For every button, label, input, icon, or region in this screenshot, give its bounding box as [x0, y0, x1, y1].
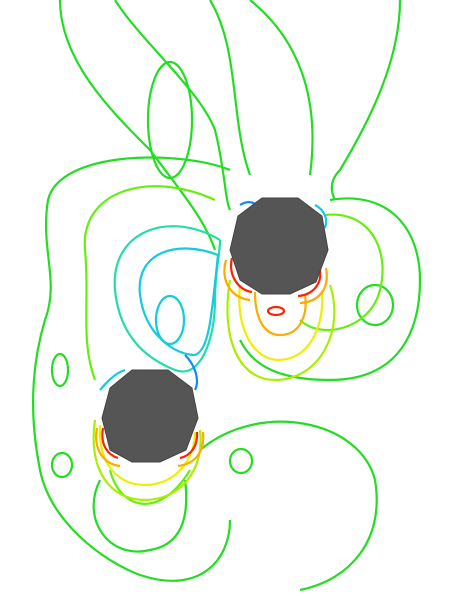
contour: [297, 269, 322, 298]
contour: [230, 257, 253, 294]
contour: [239, 197, 422, 382]
contour: [226, 279, 336, 382]
contour: [299, 213, 384, 332]
cyan-blue-contours: [99, 201, 328, 391]
cylinders: [101, 197, 329, 463]
contour: [184, 354, 199, 391]
contour: [95, 427, 121, 468]
contour: [108, 469, 191, 505]
cylinder: [101, 369, 199, 463]
contour: [314, 204, 328, 229]
contour: [179, 431, 199, 460]
contour: [113, 225, 222, 373]
contour: [223, 259, 251, 302]
contour: [253, 291, 307, 337]
contour: [209, 0, 402, 201]
contour: [98, 424, 197, 487]
warm-contours: [92, 257, 336, 502]
cylinder: [229, 197, 329, 295]
contour: [355, 283, 395, 327]
contour: [299, 267, 328, 305]
contour: [266, 305, 286, 317]
contour: [199, 420, 378, 592]
contour: [58, 0, 232, 251]
contour: [228, 447, 254, 475]
contour: [146, 60, 194, 180]
contour: [177, 431, 205, 468]
contour: [83, 185, 216, 381]
contour: [50, 352, 70, 388]
contour: [92, 419, 202, 502]
contour: [50, 451, 74, 479]
contour: [238, 284, 324, 362]
contour: [31, 156, 232, 582]
contour: [92, 479, 188, 553]
contour: [99, 368, 126, 391]
contour: [101, 427, 119, 460]
contour: [154, 294, 186, 346]
green-contours: [31, 0, 422, 592]
